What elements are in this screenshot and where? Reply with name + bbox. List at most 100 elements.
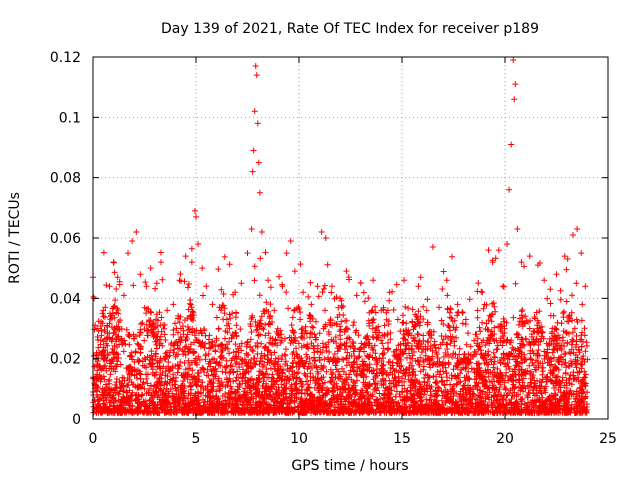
data-point [244, 250, 251, 257]
data-point [343, 268, 350, 275]
data-point [337, 295, 344, 302]
data-point [308, 301, 315, 308]
data-point [378, 307, 385, 314]
data-point [143, 283, 150, 290]
data-point [254, 120, 261, 127]
data-point [170, 301, 177, 308]
data-point [506, 186, 513, 193]
data-point [157, 259, 164, 266]
data-point [386, 289, 393, 296]
y-tick-label: 0.08 [50, 171, 81, 187]
data-point [147, 265, 154, 272]
data-point [489, 259, 496, 266]
data-point [129, 238, 136, 245]
data-point [232, 289, 239, 296]
data-point [471, 337, 478, 344]
data-point [314, 283, 321, 290]
data-point [110, 259, 117, 266]
data-point [401, 277, 408, 284]
data-point [279, 283, 286, 290]
data-point [203, 283, 210, 290]
data-point [300, 289, 307, 296]
data-point [248, 225, 255, 232]
data-point [223, 316, 230, 323]
data-point [495, 247, 502, 254]
x-tick-label: 5 [192, 431, 201, 447]
grid-lines [93, 57, 608, 419]
dense-marker-cloud [90, 245, 591, 416]
y-axis-ticks: 0 0.02 0.04 0.06 0.08 0.1 0.12 [50, 50, 608, 428]
data-point [193, 213, 199, 220]
data-point [114, 274, 121, 281]
roti-sample-markers [90, 245, 591, 416]
data-point [265, 277, 272, 284]
data-point [444, 292, 451, 299]
data-point [462, 316, 469, 323]
data-point [553, 271, 560, 278]
data-point [370, 277, 377, 284]
data-point [291, 268, 298, 275]
data-point [125, 250, 132, 257]
data-point [199, 265, 206, 272]
data-point [164, 307, 171, 314]
y-tick-label: 0.04 [50, 291, 81, 307]
x-axis-ticks: 0 5 10 15 20 25 [89, 57, 617, 447]
data-point [188, 259, 195, 266]
data-point [514, 225, 521, 232]
data-point [504, 241, 511, 248]
data-point [209, 301, 216, 308]
x-tick-label: 0 [89, 431, 98, 447]
data-point [511, 96, 518, 103]
data-point [250, 147, 257, 154]
data-point [415, 283, 422, 290]
x-tick-label: 25 [599, 431, 617, 447]
y-tick-label: 0.06 [50, 231, 81, 247]
data-point [322, 235, 329, 241]
data-point [534, 262, 541, 269]
data-point [133, 228, 140, 235]
data-point [120, 292, 127, 299]
data-point [253, 72, 260, 79]
y-tick-label: 0 [72, 412, 81, 428]
chart-title: Day 139 of 2021, Rate Of TEC Index for r… [161, 21, 539, 37]
data-points [90, 57, 589, 356]
data-point [318, 228, 325, 235]
data-point [409, 319, 416, 326]
data-point [578, 250, 585, 257]
x-tick-label: 15 [393, 431, 411, 447]
data-point [485, 247, 492, 254]
data-point [429, 244, 436, 251]
x-tick-label: 20 [496, 431, 514, 447]
data-point [510, 57, 517, 64]
data-point [569, 231, 576, 238]
data-point [251, 108, 258, 115]
x-axis-label: GPS time / hours [291, 458, 408, 474]
y-tick-label: 0.02 [50, 352, 81, 368]
data-point [256, 189, 263, 196]
data-point [582, 283, 589, 290]
data-point [454, 301, 461, 308]
x-tick-label: 10 [290, 431, 308, 447]
data-point [137, 271, 144, 278]
data-point [283, 250, 290, 257]
data-point [176, 277, 183, 284]
data-point [353, 292, 360, 299]
y-axis-label: ROTI / TECUs [7, 192, 23, 284]
data-point [153, 280, 160, 287]
data-point [574, 225, 581, 232]
y-tick-label: 0.1 [59, 110, 81, 126]
data-point [255, 159, 262, 166]
data-point [238, 280, 245, 287]
data-point [561, 253, 568, 260]
data-point [252, 63, 259, 70]
data-point [518, 259, 525, 266]
data-point [328, 283, 335, 290]
data-point [508, 141, 515, 148]
data-point [100, 307, 107, 314]
data-point [436, 304, 443, 311]
y-tick-label: 0.12 [50, 50, 81, 66]
data-point [249, 168, 256, 175]
data-point [94, 325, 101, 332]
data-point [547, 286, 554, 293]
